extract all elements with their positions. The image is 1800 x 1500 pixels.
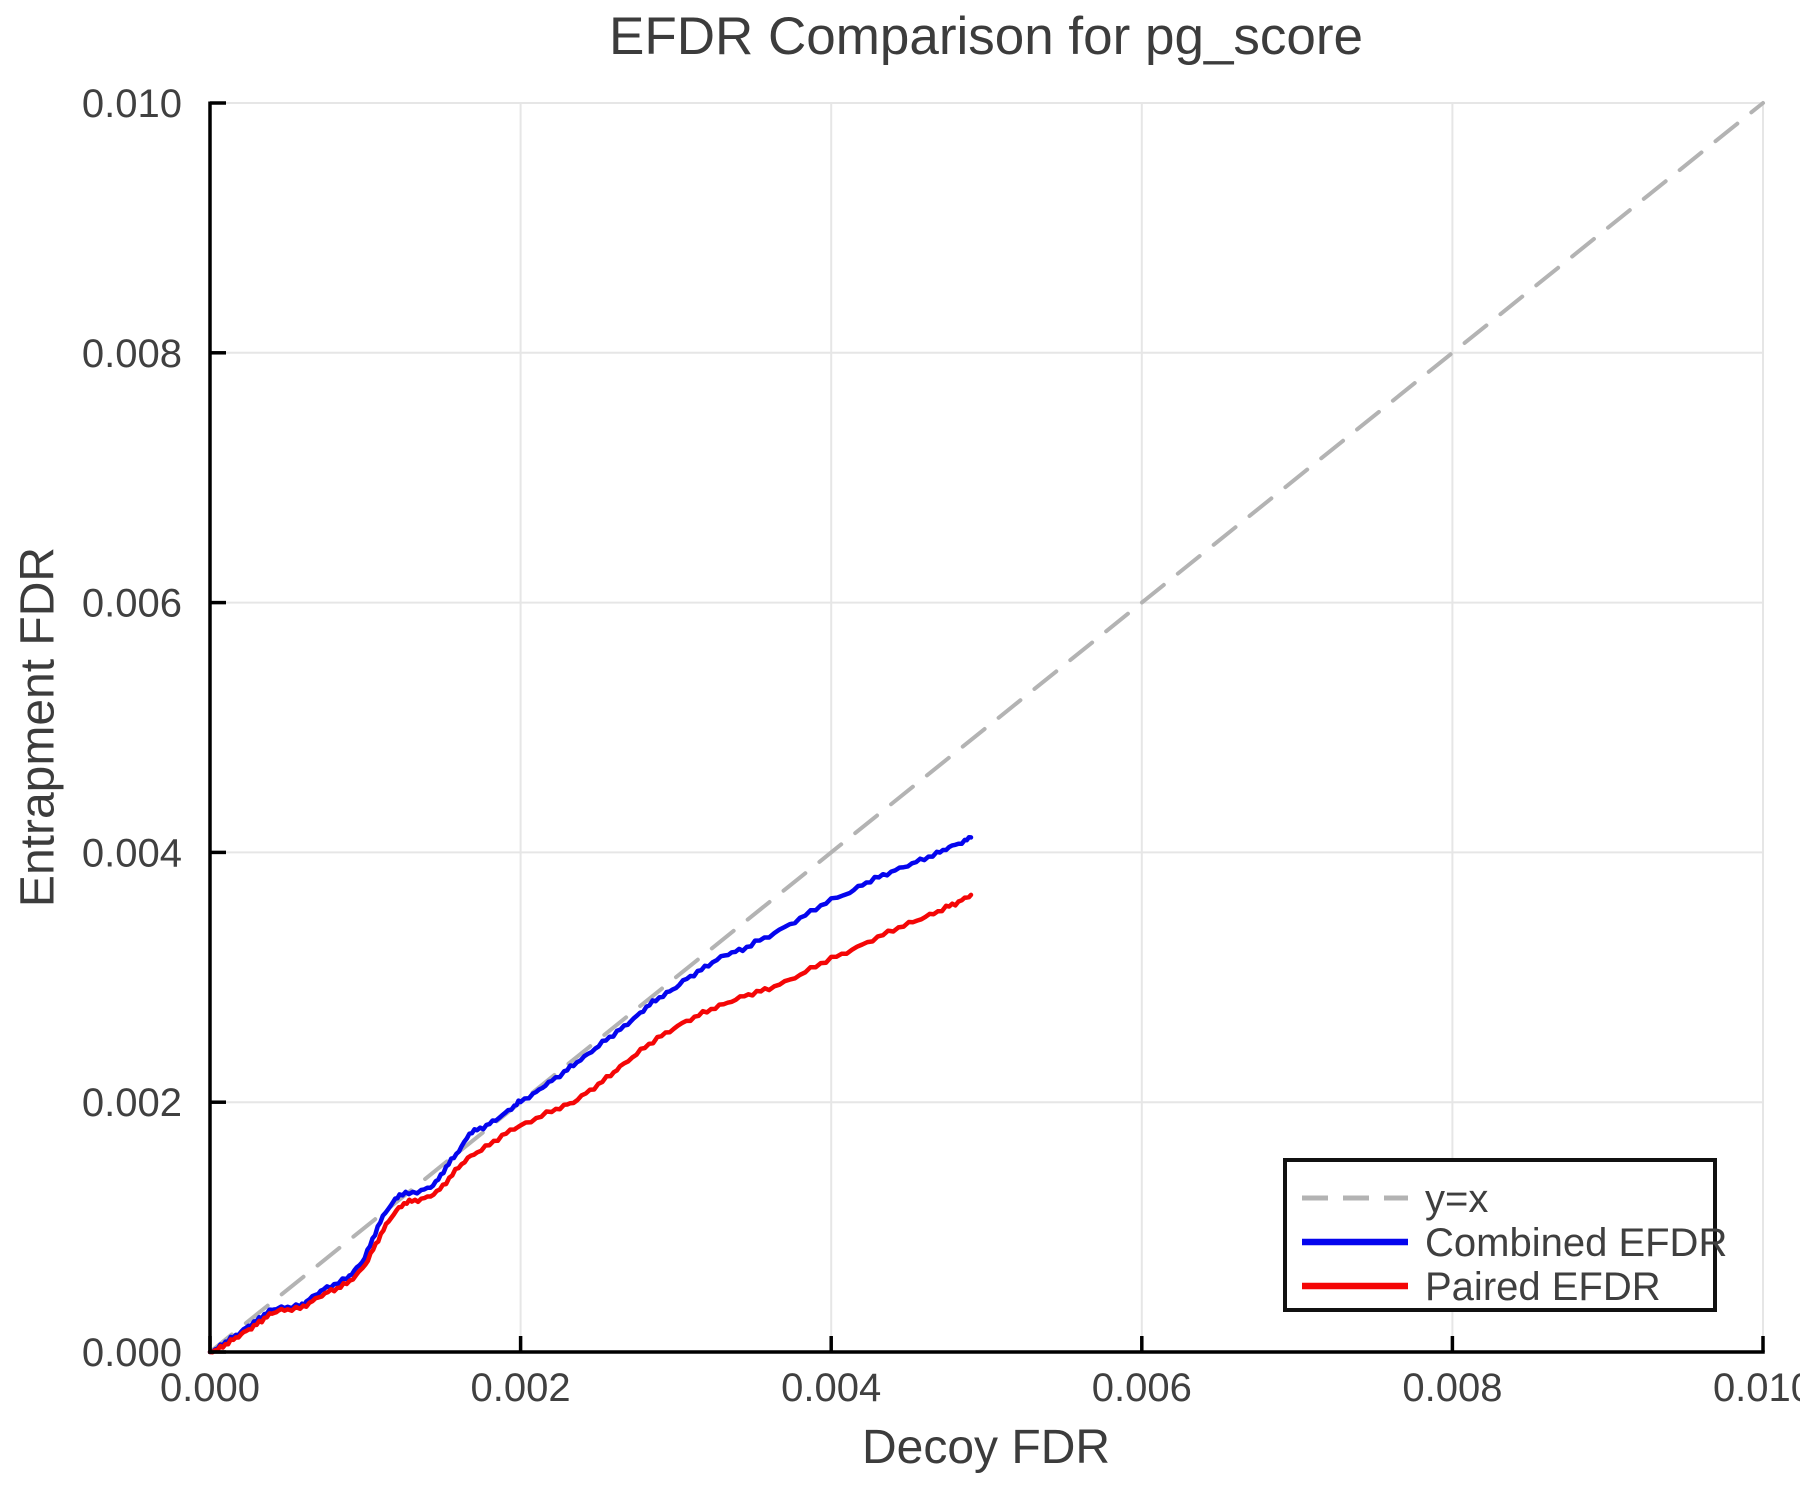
legend-label: y=x xyxy=(1425,1177,1488,1221)
y-tick-label: 0.004 xyxy=(82,831,182,875)
y-tick-label: 0.002 xyxy=(82,1081,182,1125)
y-tick-label: 0.006 xyxy=(82,582,182,626)
x-tick-label: 0.010 xyxy=(1713,1366,1800,1410)
y-tick-label: 0.008 xyxy=(82,332,182,376)
x-tick-label: 0.002 xyxy=(471,1366,571,1410)
x-tick-label: 0.004 xyxy=(781,1366,881,1410)
x-tick-label: 0.006 xyxy=(1092,1366,1192,1410)
legend-label: Combined EFDR xyxy=(1425,1221,1727,1265)
series-line-paired-efdr xyxy=(207,892,974,1355)
y-axis-title: Entrapment FDR xyxy=(11,546,65,908)
y-tick-label: 0.000 xyxy=(82,1331,182,1375)
x-tick-label: 0.008 xyxy=(1402,1366,1502,1410)
series-line-y-x xyxy=(208,101,1765,1354)
x-tick-label: 0.000 xyxy=(160,1366,260,1410)
series-line-combined-efdr xyxy=(207,835,974,1355)
chart-title: EFDR Comparison for pg_score xyxy=(608,7,1364,66)
x-axis-title: Decoy FDR xyxy=(861,1421,1111,1474)
legend-label: Paired EFDR xyxy=(1425,1265,1661,1309)
y-tick-label: 0.010 xyxy=(82,82,182,126)
